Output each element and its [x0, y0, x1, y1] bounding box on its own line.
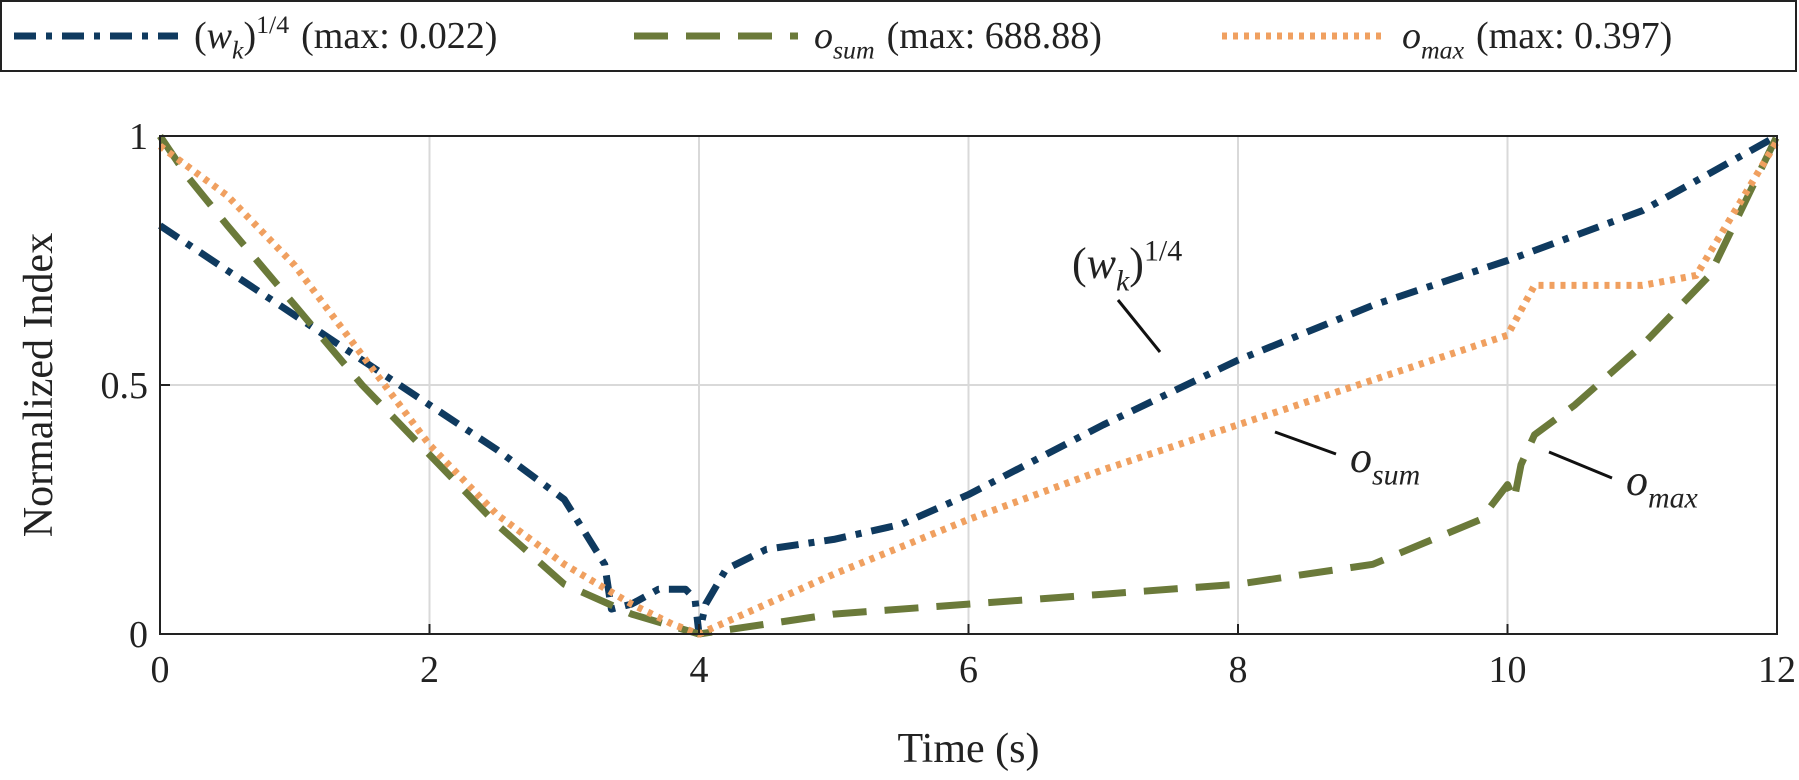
- x-tick-label: 4: [690, 649, 709, 691]
- legend-box: [0, 0, 1797, 72]
- annotation-label-0-paren: (: [1072, 239, 1087, 288]
- x-tick-label: 6: [959, 649, 978, 691]
- legend-item-2: omax (max: 0.397): [1222, 15, 1672, 65]
- x-tick-label: 12: [1758, 649, 1796, 691]
- annotation-label-1-sub: sum: [1372, 458, 1420, 491]
- series-line-2: [157, 139, 1780, 638]
- series-line-1: [157, 134, 1781, 638]
- legend-label-2-max: (max: 0.397): [1476, 15, 1672, 57]
- annotation-label-0-sup: 1/4: [1144, 234, 1182, 267]
- annotation-label-0-sub: k: [1116, 264, 1130, 297]
- x-tick-label: 10: [1489, 649, 1527, 691]
- ticks: 0 2 4 6 8 10 12 0 0.5 1: [101, 116, 1797, 691]
- legend-label-2: omax (max: 0.397): [1402, 15, 1672, 65]
- legend-item-1: osum (max: 688.88): [634, 15, 1102, 65]
- legend-label-1-sub: sum: [833, 36, 875, 65]
- x-axis-label: Time (s): [898, 726, 1040, 772]
- x-tick-label: 2: [420, 649, 439, 691]
- annotation-label-0-var: w: [1087, 239, 1117, 288]
- legend-label-2-base: o: [1402, 15, 1421, 57]
- legend-label-0-paren: (: [194, 15, 207, 57]
- series-line-0: [158, 132, 1779, 638]
- legend-label-0-sub: k: [232, 36, 244, 65]
- y-tick-label: 0: [129, 614, 148, 656]
- series-lines: [157, 132, 1781, 638]
- legend-label-0-sup: 1/4: [256, 10, 289, 39]
- annotation-2: omax: [1548, 450, 1699, 514]
- annotation-label-2-base: o: [1626, 456, 1648, 505]
- annotation-leader-line: [1274, 430, 1337, 456]
- legend-label-1-base: o: [814, 15, 833, 57]
- legend-label-0-var: w: [207, 15, 233, 57]
- annotation-label-0-base: (w: [1072, 239, 1117, 288]
- annotation-label-1-base: o: [1350, 433, 1372, 482]
- annotation-0: (wk)1/4: [1072, 234, 1182, 353]
- x-tick-label: 0: [151, 649, 170, 691]
- annotation-label-1: osum: [1350, 433, 1420, 491]
- x-tick-label: 8: [1229, 649, 1248, 691]
- legend-item-0: (wk)1/4 (max: 0.022): [14, 10, 497, 65]
- annotation-leader-line: [1548, 450, 1613, 480]
- legend-label-0-base: (w: [194, 15, 233, 57]
- legend-label-0: (wk)1/4 (max: 0.022): [194, 10, 497, 65]
- annotation-leader-line: [1116, 299, 1162, 353]
- y-axis-label: Normalized Index: [16, 233, 62, 537]
- annotation-1: osum: [1274, 430, 1420, 491]
- legend-label-1: osum (max: 688.88): [814, 15, 1102, 65]
- legend-label-1-max: (max: 688.88): [887, 15, 1102, 57]
- annotation-label-2-sub: max: [1648, 481, 1699, 514]
- legend-label-2-sub: max: [1421, 36, 1465, 65]
- annotation-label-0: (wk)1/4: [1072, 234, 1182, 297]
- annotation-label-0-close: ): [1129, 239, 1144, 288]
- legend-label-0-close: ): [243, 15, 256, 57]
- y-tick-label: 0.5: [101, 365, 149, 407]
- y-tick-label: 1: [129, 116, 148, 158]
- annotation-label-2: omax: [1626, 456, 1699, 514]
- legend: (wk)1/4 (max: 0.022) osum (max: 688.88) omax…: [0, 0, 1797, 72]
- legend-label-0-max: (max: 0.022): [301, 15, 497, 57]
